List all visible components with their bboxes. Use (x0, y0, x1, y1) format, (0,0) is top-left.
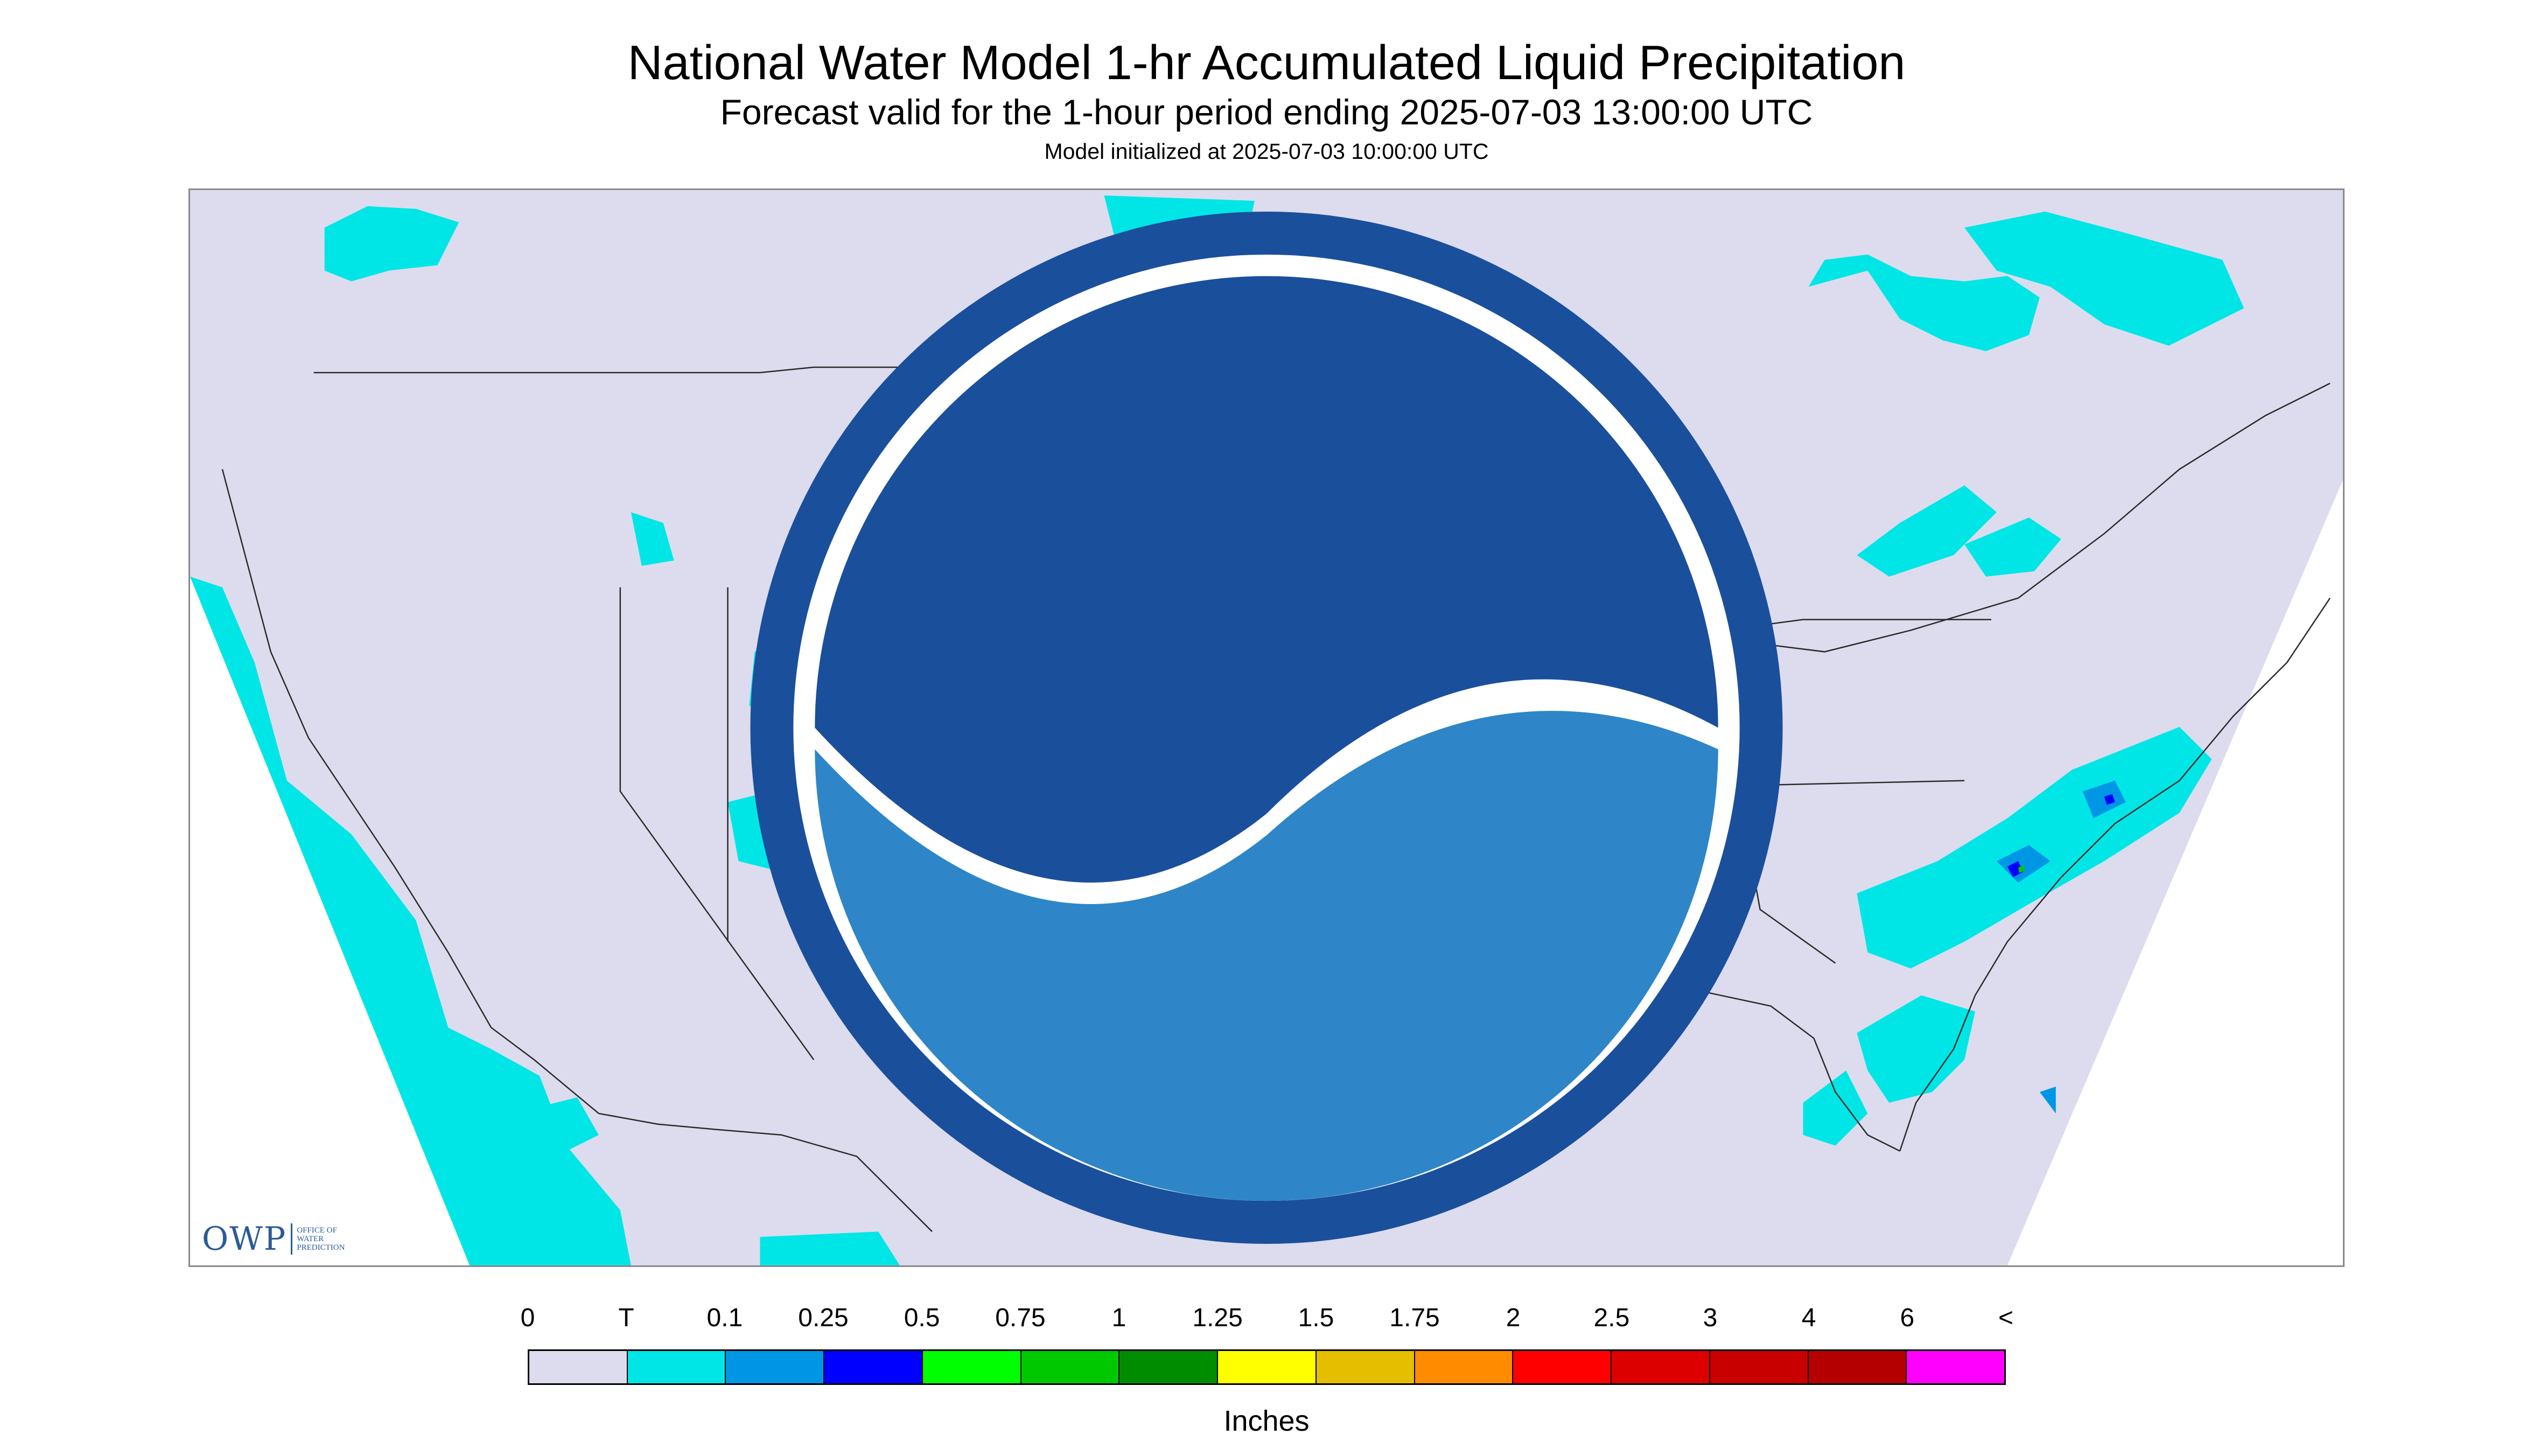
legend-label: 1.75 (1389, 1304, 1440, 1332)
legend-color-cell (1907, 1351, 2005, 1383)
legend-label: 0 (520, 1304, 535, 1332)
legend-label: 2 (1506, 1304, 1521, 1332)
legend-label: 2.5 (1593, 1304, 1630, 1332)
legend-color-cell (726, 1351, 825, 1383)
legend-color-cell (1119, 1351, 1219, 1383)
legend-label: 0.5 (904, 1304, 940, 1332)
legend-label: 1.5 (1298, 1304, 1334, 1332)
moderate-precip-areas (2007, 794, 2115, 878)
noaa-logo-icon (750, 211, 1783, 1244)
legend-color-cell (922, 1351, 1021, 1383)
legend-label: 3 (1703, 1304, 1718, 1332)
legend-label: 0.25 (798, 1304, 849, 1332)
legend-color-cell (824, 1351, 923, 1383)
legend-units: Inches (1223, 1405, 1310, 1437)
legend-color-cell (1612, 1351, 1710, 1383)
legend-color-cell (1415, 1351, 1514, 1383)
legend-color-cell (627, 1351, 726, 1383)
legend-label: 0.75 (995, 1304, 1046, 1332)
model-init-time: Model initialized at 2025-07-03 10:00:00… (1044, 139, 1489, 164)
legend-color-cell (1218, 1351, 1317, 1383)
legend-color-cell (1513, 1351, 1612, 1383)
precipitation-map: OWP OFFICE OF WATER PREDICTION (188, 188, 2345, 1267)
color-scale-bar (528, 1349, 2006, 1385)
legend-label: 1.25 (1192, 1304, 1243, 1332)
legend-labels: 0 T 0.1 0.25 0.5 0.75 1 1.25 1.5 1.75 2 … (521, 1303, 2013, 1341)
legend-color-cell (1808, 1351, 1907, 1383)
owp-logo-divider (291, 1223, 293, 1255)
map-title: National Water Model 1-hr Accumulated Li… (627, 36, 1906, 90)
map-subtitle: Forecast valid for the 1-hour period end… (720, 92, 1813, 132)
legend-label: 1 (1111, 1304, 1126, 1332)
owp-logo-text: OWP (202, 1220, 287, 1258)
owp-logo: OWP OFFICE OF WATER PREDICTION (202, 1220, 345, 1258)
legend-label: 0.1 (706, 1304, 743, 1332)
legend-color-cell (1021, 1351, 1120, 1383)
legend-label: T (618, 1304, 634, 1332)
owp-logo-subtext: OFFICE OF WATER PREDICTION (297, 1226, 345, 1252)
legend-color-cell (529, 1351, 628, 1383)
legend-color-cell (1316, 1351, 1415, 1383)
legend-label: 6 (1900, 1304, 1915, 1332)
legend-label: 4 (1801, 1304, 1816, 1332)
legend-color-cell (1710, 1351, 1809, 1383)
legend-label: < (1998, 1304, 2014, 1332)
